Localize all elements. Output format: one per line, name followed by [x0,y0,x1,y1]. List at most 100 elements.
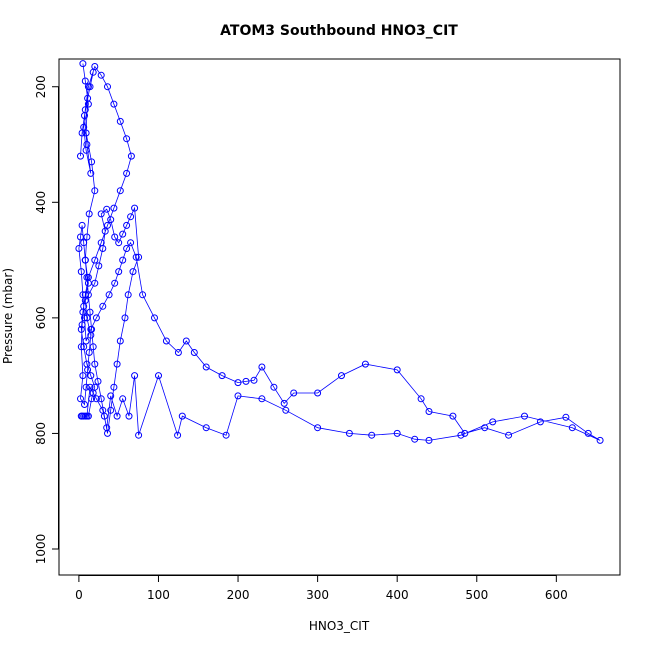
x-tick-label: 500 [465,588,488,602]
data-point [521,412,528,420]
data-point [81,77,89,85]
data-point [258,363,266,371]
data-point [242,377,250,385]
data-point [78,221,86,229]
data-point [121,314,129,322]
data-point [119,395,127,403]
data-point [97,239,105,247]
data-point [81,412,89,420]
data-point [457,431,465,439]
data-point [81,106,89,114]
chart-title: ATOM3 Southbound HNO3_CIT [220,23,458,39]
data-point [290,389,298,397]
data-point [115,239,123,247]
data-point [132,253,140,261]
data-point [78,129,86,137]
data-point [84,273,92,281]
data-point [87,325,95,333]
data-point [124,291,132,299]
x-axis-label: HNO3_CIT [309,619,370,633]
data-point [174,349,182,356]
data-point [77,268,85,276]
data-point [83,314,91,322]
data-point [92,314,100,322]
data-point [596,436,604,444]
data-point [425,436,433,444]
data-point [562,413,570,421]
data-point [99,302,107,310]
data-point [94,377,102,385]
data-point [97,210,105,218]
data-point [131,204,139,212]
y-tick-label: 800 [34,422,48,445]
data-point [82,337,90,345]
data-point [417,395,425,403]
data-point [77,343,85,351]
data-point [234,392,242,400]
data-point [107,392,115,400]
y-tick-label: 600 [34,306,48,329]
x-axis: 0 100 200 300 400 500 600 [75,575,568,602]
data-point [481,424,489,432]
y-tick-label: 200 [34,75,48,98]
data-point [86,383,94,391]
x-tick-label: 200 [227,588,250,602]
data-point [202,424,210,432]
data-point [101,227,109,235]
data-point [80,343,88,351]
plot-area [58,58,621,576]
data-point [461,429,469,437]
data-point [182,337,190,345]
data-point [91,279,99,287]
data-point [345,429,353,437]
data-point [489,418,497,426]
data-point [174,431,182,439]
data-point [425,408,433,415]
data-point [116,187,124,195]
x-tick-label: 400 [386,588,409,602]
data-point [91,256,99,264]
data-point [91,63,99,70]
data-point [368,431,376,439]
data-point [81,256,89,264]
data-point [77,233,84,241]
data-point [103,205,111,213]
data-point [85,210,93,218]
data-point [104,83,111,91]
data-point [79,60,87,68]
data-point [81,401,88,408]
data-point [81,291,89,299]
data-point [99,406,107,414]
data-point [123,221,131,229]
y-tick-label: 400 [34,191,48,214]
data-point [127,239,135,247]
data-point [270,383,278,391]
y-axis: 200 400 600 800 1000 [34,75,59,564]
data-point [250,376,258,384]
data-point [83,360,91,368]
data-point [84,83,92,91]
data-point [103,424,111,432]
data-point [110,100,118,108]
y-tick-label: 1000 [34,534,48,565]
data-point [119,230,127,238]
data-point [86,308,94,316]
data-point [83,141,91,148]
data-point [162,337,170,345]
data-point [393,429,401,437]
data-point [139,291,147,299]
data-point [77,395,84,403]
data-point [111,279,119,287]
data-point [234,379,242,387]
data-point [116,337,124,345]
data-point [314,424,322,432]
data-point [505,431,513,439]
data-point [89,343,97,351]
data-point [361,360,369,368]
data-point [258,395,266,403]
data-point [338,372,345,380]
data-point [568,424,576,432]
data-point [107,406,115,414]
data-point [411,435,419,443]
